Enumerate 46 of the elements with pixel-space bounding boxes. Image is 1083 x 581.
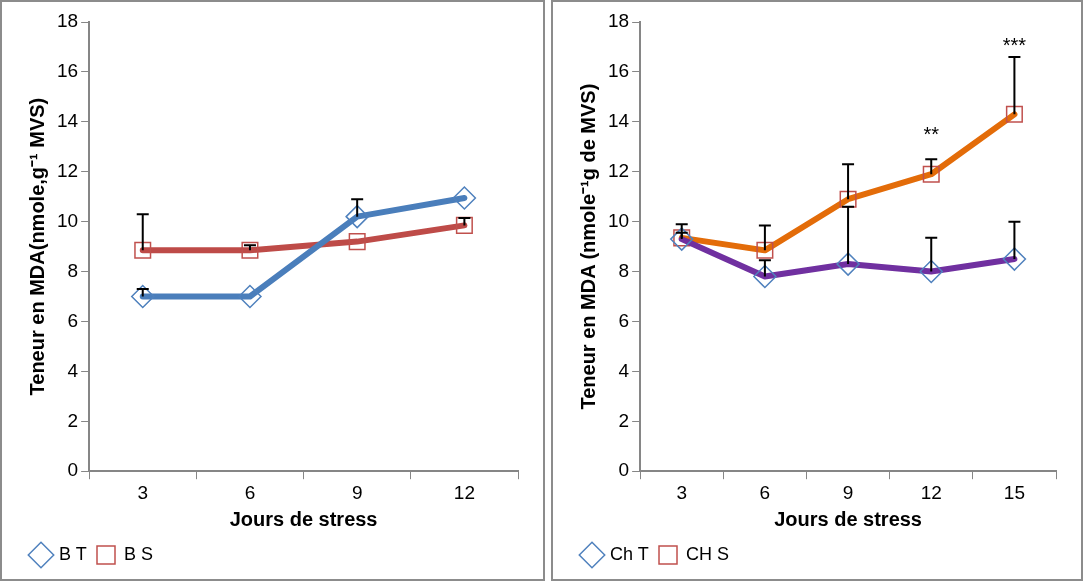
- y-tick-label: 2: [618, 409, 630, 431]
- point: [452, 186, 477, 210]
- point: [134, 241, 152, 259]
- legend-label: Ch T: [610, 543, 649, 564]
- legend-label: B T: [59, 543, 87, 564]
- point: [238, 284, 262, 309]
- point: [348, 233, 366, 251]
- y-tick-label: 10: [607, 209, 630, 231]
- y-tick-label: 12: [607, 159, 630, 181]
- x-tick-label: 3: [676, 481, 688, 503]
- x-tick-label: 6: [759, 481, 771, 503]
- y-tick-label: 16: [607, 60, 630, 82]
- y-tick-label: 12: [56, 159, 79, 181]
- y-tick-label: 14: [607, 110, 630, 132]
- y-tick-label: 0: [618, 459, 630, 481]
- x-tick-label: 9: [842, 481, 854, 503]
- x-tick-label: 3: [137, 481, 149, 503]
- x-tick-label: 6: [244, 481, 256, 503]
- y-axis-title: Teneur en MDA(nmole,g⁻¹ MVS): [25, 97, 48, 396]
- x-axis-title: Jours de stress: [774, 507, 922, 530]
- x-axis-title: Jours de stress: [229, 507, 378, 530]
- point: [241, 241, 259, 259]
- annotation: **: [923, 122, 940, 145]
- point: [345, 204, 369, 229]
- y-tick-label: 6: [67, 309, 79, 331]
- point: [130, 284, 155, 309]
- x-tick-label: 9: [351, 481, 363, 503]
- legend-label: CH S: [686, 543, 730, 564]
- x-tick-label: 15: [1003, 481, 1025, 503]
- y-tick-label: 2: [67, 409, 79, 431]
- y-tick-label: 18: [607, 10, 630, 32]
- y-axis-title: Teneur en MDA (nmole⁻¹g de MVS): [576, 83, 599, 410]
- y-tick-label: 16: [56, 60, 79, 82]
- x-tick-label: 12: [453, 481, 475, 503]
- y-tick-label: 8: [618, 259, 630, 281]
- x-tick-label: 12: [920, 481, 942, 503]
- y-tick-label: 10: [56, 209, 79, 231]
- y-tick-label: 4: [67, 359, 79, 381]
- y-tick-label: 4: [618, 359, 630, 381]
- y-tick-label: 0: [67, 459, 79, 481]
- y-tick-label: 6: [618, 309, 630, 331]
- legend-label: B S: [124, 543, 154, 564]
- y-tick-label: 8: [67, 259, 79, 281]
- annotation: ***: [1002, 34, 1027, 57]
- y-tick-label: 18: [56, 10, 79, 32]
- y-tick-label: 14: [56, 110, 79, 132]
